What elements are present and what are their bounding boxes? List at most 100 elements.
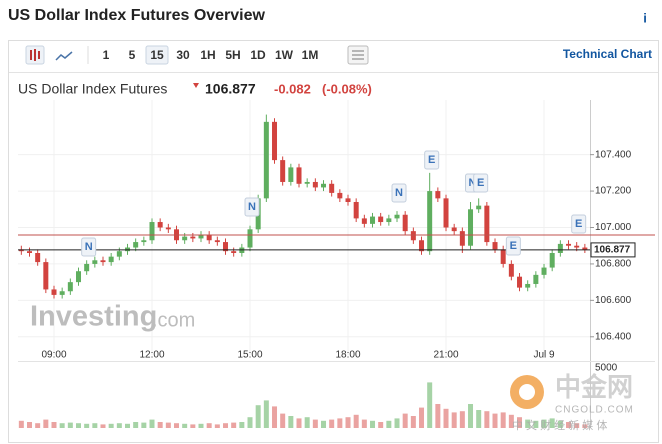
candle-body <box>125 247 131 252</box>
last-price-label: 106.877 <box>594 245 631 256</box>
interval-button[interactable]: 1 <box>103 48 110 62</box>
interval-button[interactable]: 1H <box>200 48 215 62</box>
candle-body <box>92 260 98 264</box>
candle-body <box>508 263 514 277</box>
volume-bar <box>223 423 229 428</box>
volume-bar <box>435 404 441 428</box>
candle-body <box>329 183 335 193</box>
candle-body <box>51 289 57 295</box>
event-badge <box>424 150 440 170</box>
interval-button[interactable]: 5 <box>129 48 136 62</box>
candle-body <box>484 205 490 243</box>
candle-body <box>182 236 188 241</box>
technical-chart-link[interactable]: Technical Chart <box>563 47 652 61</box>
candle-body <box>59 291 65 295</box>
volume-tick-label: 5000 <box>595 363 618 374</box>
info-icon[interactable] <box>635 8 655 28</box>
candle-body <box>582 247 588 250</box>
candle-body <box>272 121 278 161</box>
candle-body <box>263 121 269 199</box>
volume-bar <box>402 413 408 428</box>
volume-bar <box>541 419 547 428</box>
x-tick-label: 18:00 <box>335 350 360 361</box>
volume-bar <box>149 419 155 428</box>
volume-bar <box>18 420 24 428</box>
candle-body <box>443 198 449 228</box>
volume-bar <box>255 405 261 428</box>
interval-button[interactable]: 15 <box>150 48 164 62</box>
interval-button[interactable]: 1W <box>275 48 294 62</box>
interval-button[interactable]: 1M <box>302 48 319 62</box>
interval-button[interactable]: 5H <box>225 48 240 62</box>
volume-bar <box>345 417 351 428</box>
watermark-logo-inner <box>519 384 535 400</box>
volume-bar <box>35 423 41 428</box>
candle-body <box>296 167 302 184</box>
candle-body <box>157 222 163 228</box>
candle-body <box>149 222 155 241</box>
event-label: E <box>575 218 582 230</box>
candle-body <box>206 234 212 241</box>
event-badge <box>391 183 407 203</box>
active-interval <box>145 45 169 65</box>
event-badge <box>81 237 97 257</box>
volume-bar <box>451 412 457 428</box>
volume-bar <box>51 422 57 428</box>
candle-body <box>435 191 441 199</box>
line-type-button[interactable] <box>55 51 73 61</box>
candle-icon <box>30 49 40 61</box>
event-badge <box>571 214 587 234</box>
candle-body <box>84 263 90 272</box>
event-label: N <box>469 177 477 189</box>
interval-button[interactable]: 1D <box>250 48 266 62</box>
interval-button[interactable]: 30 <box>176 48 190 62</box>
candle-body <box>427 191 433 252</box>
y-tick-label: 106.400 <box>595 331 632 342</box>
volume-bar <box>247 417 253 428</box>
event-badge <box>473 173 489 193</box>
volume-bar <box>386 420 392 428</box>
candle-body <box>76 271 82 283</box>
volume-bar <box>525 419 531 428</box>
y-tick-label: 106.600 <box>595 295 632 306</box>
volume-bar <box>304 417 310 428</box>
volume-bar <box>321 420 327 428</box>
event-label: N <box>248 201 256 213</box>
candle-body <box>312 181 318 188</box>
watermark: 中金网 CNGOLD.COM 中 文 财 经 新 媒 体 <box>510 372 633 432</box>
candle-body <box>280 160 286 182</box>
volume-bar <box>296 418 302 428</box>
event-badge <box>244 197 260 217</box>
candle-body <box>468 209 474 246</box>
candle-body <box>108 256 114 263</box>
volume-bar <box>394 418 400 428</box>
candle-body <box>321 183 327 188</box>
y-tick-label: 106.800 <box>595 259 632 270</box>
candle-body <box>190 236 196 239</box>
watermark-slogan: 中 文 财 经 新 媒 体 <box>512 418 607 432</box>
volume-bar <box>190 424 196 428</box>
candle-body <box>574 245 580 248</box>
price-change-percent: (-0.08%) <box>322 81 372 96</box>
candle-body <box>402 214 408 232</box>
volume-bar <box>361 419 367 428</box>
chart-frame <box>8 40 659 443</box>
volume-bar <box>108 423 114 428</box>
volume-bar <box>133 422 139 428</box>
volume-bar <box>141 422 147 428</box>
candle-body <box>500 249 506 264</box>
info-icon-text[interactable]: i <box>643 10 647 25</box>
candle-body <box>525 283 531 288</box>
volume-bar <box>476 410 482 428</box>
volume-bar <box>239 422 245 428</box>
event-label: E <box>428 154 435 166</box>
volume-bar <box>84 423 90 428</box>
candle-body <box>133 242 139 248</box>
volume-bar <box>353 414 359 428</box>
volume-bar <box>231 422 237 428</box>
candle-body <box>410 231 416 241</box>
candle-body <box>370 216 376 224</box>
candle-body <box>451 227 457 232</box>
event-label: E <box>477 177 484 189</box>
candle-body <box>557 243 563 253</box>
